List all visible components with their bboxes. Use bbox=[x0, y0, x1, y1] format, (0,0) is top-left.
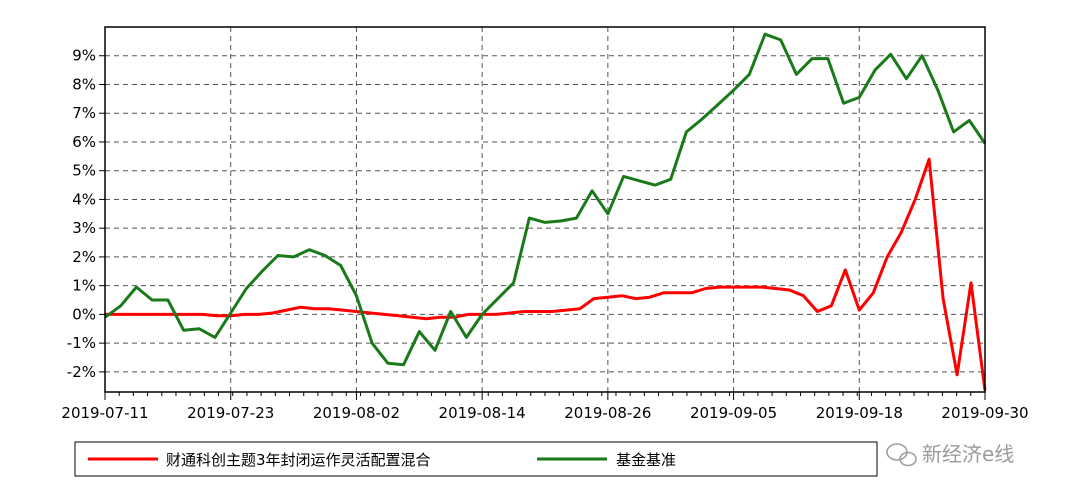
x-tick-label: 2019-09-05 bbox=[690, 404, 777, 422]
watermark: 新经济e线 bbox=[886, 442, 1014, 467]
y-tick-label: 6% bbox=[72, 133, 96, 151]
plot-frame bbox=[104, 26, 986, 393]
x-tick-label: 2019-07-11 bbox=[61, 404, 148, 422]
y-tick-label: -1% bbox=[67, 334, 96, 352]
series-layer bbox=[104, 32, 987, 391]
wechat-icon bbox=[886, 443, 917, 467]
y-tick-label: 1% bbox=[72, 277, 96, 295]
x-tick-label: 2019-09-30 bbox=[941, 404, 1028, 422]
series-line-benchmark bbox=[104, 32, 987, 367]
legend-label-fund: 财通科创主题3年封闭运作灵活配置混合 bbox=[166, 451, 431, 469]
y-tick-label: 9% bbox=[72, 47, 96, 65]
y-tick-label: 3% bbox=[72, 219, 96, 237]
x-tick-label: 2019-08-26 bbox=[564, 404, 651, 422]
x-axis-ticks: 2019-07-11 2019-07-23 2019-08-02 2019-08-14… bbox=[61, 392, 1029, 422]
x-tick-label: 2019-07-23 bbox=[187, 404, 274, 422]
y-tick-label: 8% bbox=[72, 75, 96, 93]
y-tick-label: 4% bbox=[72, 190, 96, 208]
legend-box bbox=[74, 441, 878, 477]
watermark-text: 新经济e线 bbox=[922, 442, 1014, 466]
y-tick-label: 0% bbox=[72, 305, 96, 323]
legend: 财通科创主题3年封闭运作灵活配置混合 基金基准 bbox=[74, 441, 878, 477]
y-axis-ticks: 9% 8% 7% 6% 5% 4% 3% 2% 1% 0% -1% -2% bbox=[67, 47, 105, 381]
y-tick-label: 5% bbox=[72, 162, 96, 180]
x-tick-label: 2019-09-18 bbox=[816, 404, 903, 422]
grid bbox=[104, 27, 986, 392]
y-tick-label: -2% bbox=[67, 363, 96, 381]
series-line-fund bbox=[105, 157, 987, 391]
y-tick-label: 7% bbox=[72, 104, 96, 122]
x-tick-label: 2019-08-14 bbox=[439, 404, 526, 422]
legend-label-benchmark: 基金基准 bbox=[616, 451, 676, 469]
y-tick-label: 2% bbox=[72, 248, 96, 266]
x-tick-label: 2019-08-02 bbox=[313, 404, 400, 422]
